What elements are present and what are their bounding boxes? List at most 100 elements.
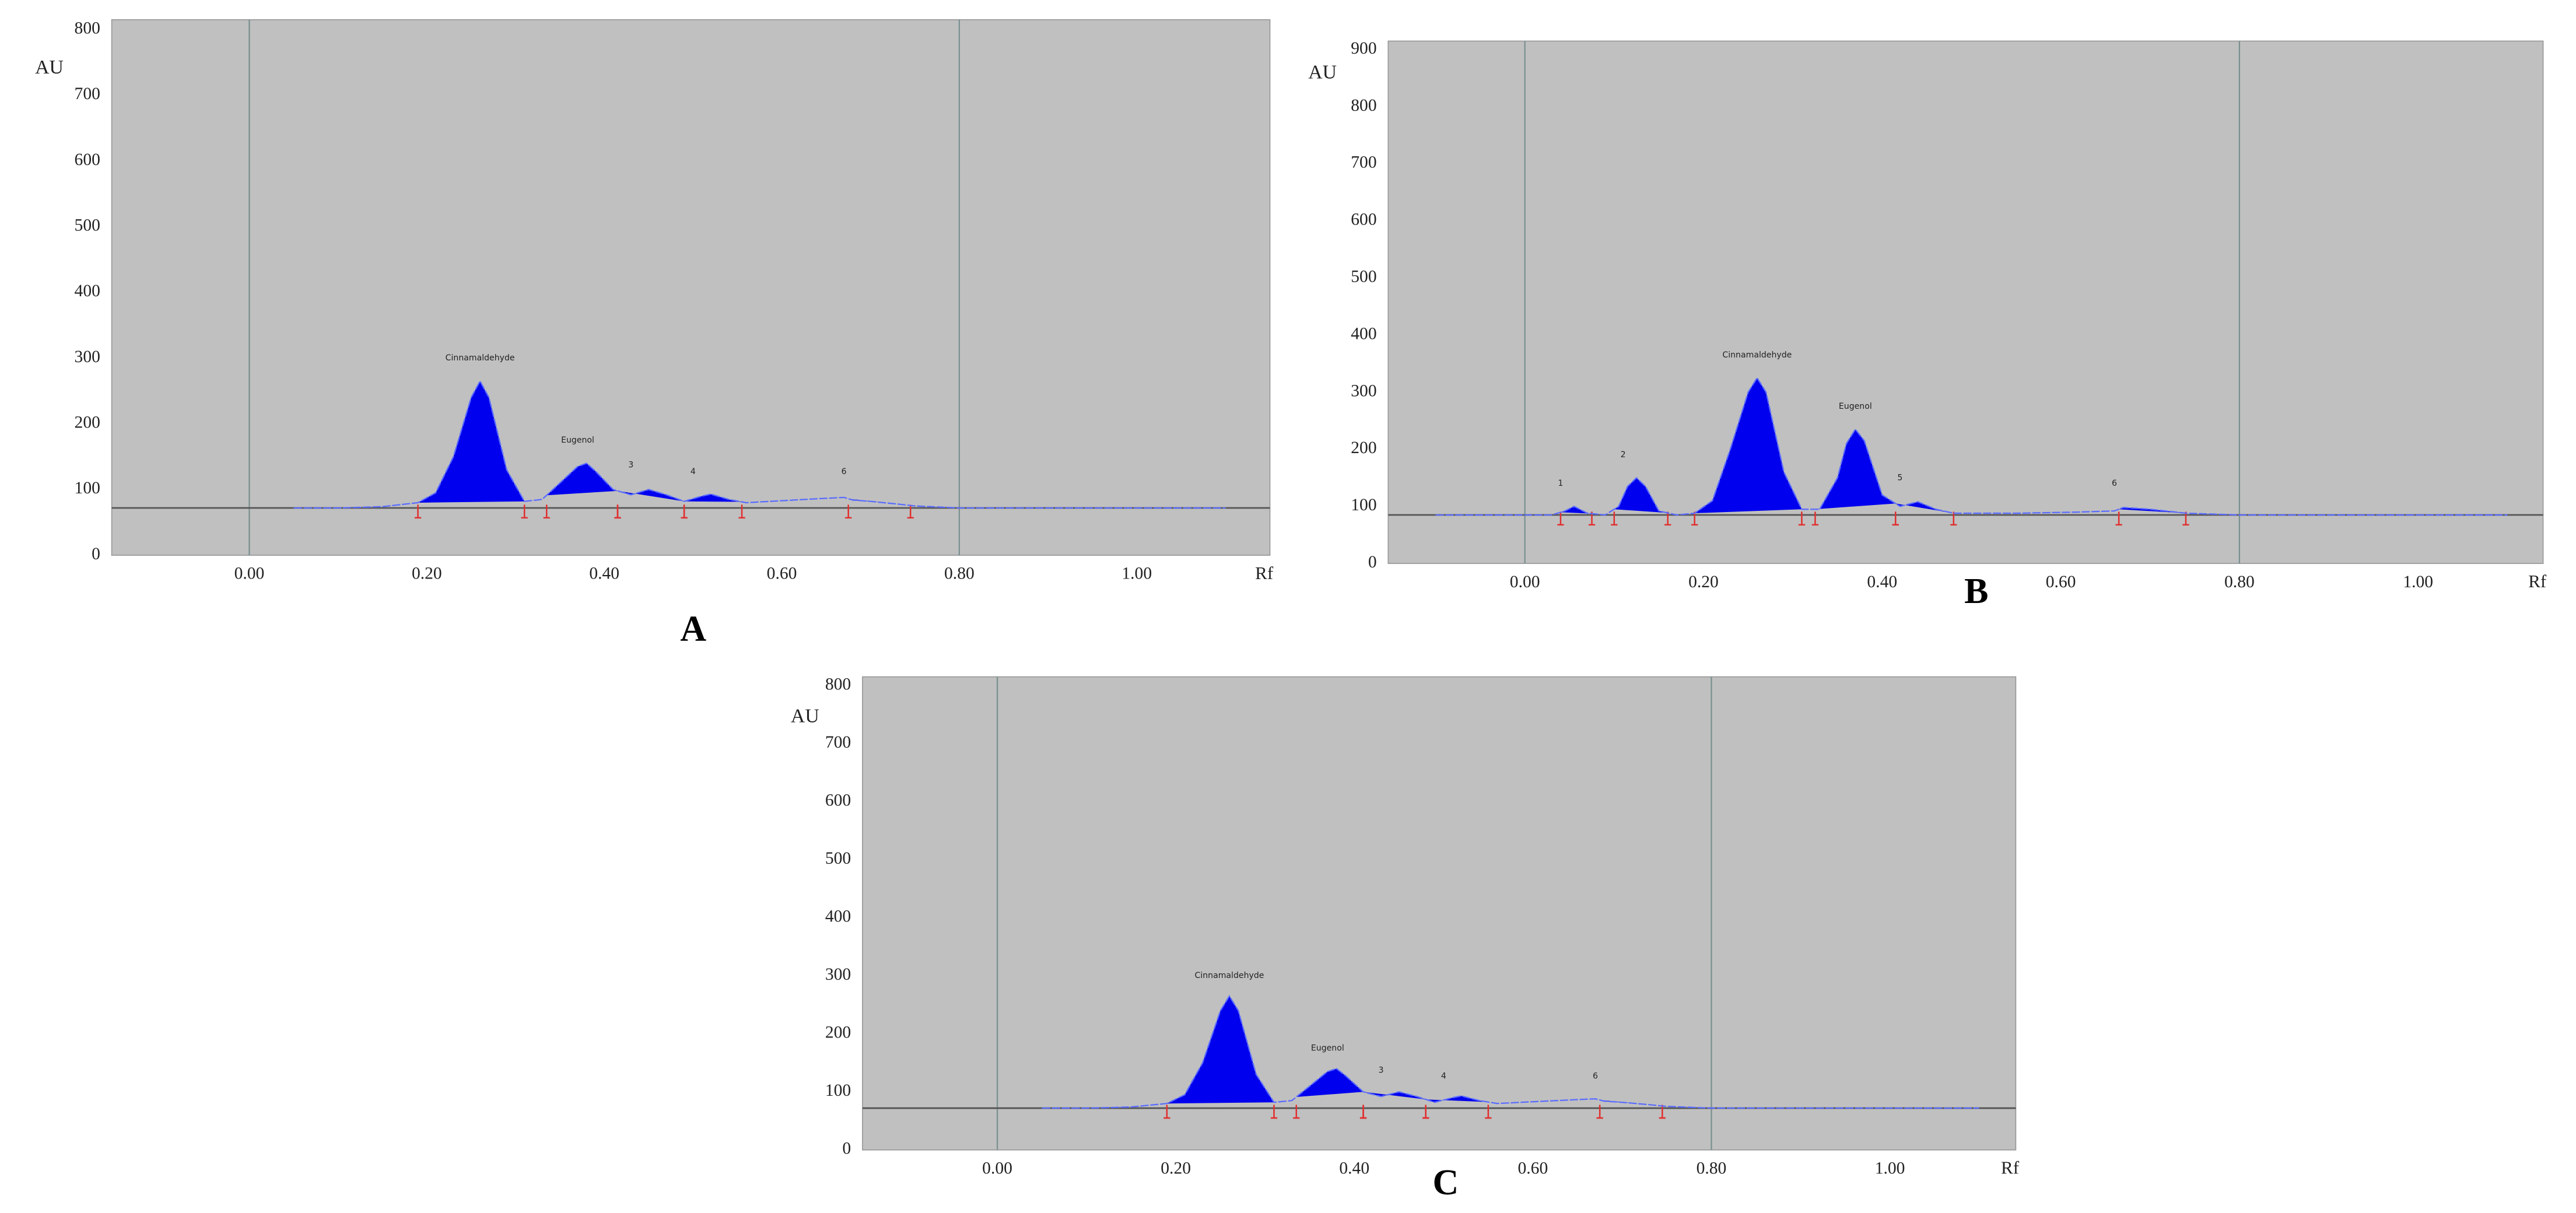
peak-label: 5 bbox=[1897, 473, 1902, 482]
x-tick-label: 0.60 bbox=[1517, 1159, 1548, 1177]
peak-boundary bbox=[845, 504, 852, 519]
peak-boundary bbox=[543, 504, 550, 519]
peak-boundary bbox=[1270, 1105, 1278, 1119]
y-tick-label: 100 bbox=[1351, 496, 1376, 514]
x-tick-label: 1.00 bbox=[1875, 1159, 1905, 1177]
peak-boundary bbox=[1293, 1105, 1300, 1119]
x-tick-label: 0.80 bbox=[1697, 1159, 1727, 1177]
peak-label: 4 bbox=[1441, 1071, 1446, 1081]
panel-label: C bbox=[1433, 1163, 1459, 1203]
peak-boundary bbox=[681, 504, 688, 519]
peak-area bbox=[1166, 996, 1274, 1104]
x-tick-label: 0.20 bbox=[1161, 1159, 1191, 1177]
x-tick-label: 1.00 bbox=[2403, 573, 2433, 591]
peak-boundary bbox=[738, 504, 745, 519]
y-tick-label: 900 bbox=[1351, 39, 1376, 58]
peak-label: 1 bbox=[1558, 479, 1563, 488]
y-tick-label: 400 bbox=[825, 907, 851, 925]
y-tick-label: 300 bbox=[1351, 381, 1376, 400]
peak-boundary bbox=[1422, 1105, 1429, 1119]
peak-label: 6 bbox=[2112, 479, 2117, 488]
peak-label: 2 bbox=[1621, 450, 1626, 460]
x-tick-label: 1.00 bbox=[1121, 565, 1152, 583]
x-tick-label: 0.80 bbox=[2224, 573, 2255, 591]
panel-label: A bbox=[680, 609, 706, 649]
peak-area bbox=[1425, 1096, 1488, 1103]
x-tick-label: 0.20 bbox=[1688, 573, 1719, 591]
y-tick-label: 0 bbox=[92, 545, 100, 563]
peak-boundary bbox=[2115, 511, 2122, 526]
y-tick-label: 200 bbox=[75, 413, 100, 432]
y-tick-label: 700 bbox=[75, 85, 100, 103]
peak-area bbox=[1363, 1092, 1426, 1100]
peak-label: Eugenol bbox=[1839, 402, 1872, 411]
panel-label: B bbox=[1964, 572, 1988, 611]
plot-area bbox=[862, 676, 2017, 1151]
peak-label: Eugenol bbox=[561, 436, 594, 445]
peak-area bbox=[1694, 378, 1802, 514]
y-tick-label: 400 bbox=[75, 282, 100, 300]
y-tick-label: 300 bbox=[825, 965, 851, 984]
peak-area bbox=[546, 463, 618, 496]
peak-label: Cinnamaldehyde bbox=[1195, 971, 1264, 980]
x-tick-label: 0.60 bbox=[2046, 573, 2076, 591]
y-tick-label: 700 bbox=[825, 733, 851, 752]
peak-label: Cinnamaldehyde bbox=[446, 353, 515, 363]
peak-boundary bbox=[1659, 1105, 1666, 1119]
y-tick-label: 200 bbox=[825, 1023, 851, 1042]
peak-boundary bbox=[1798, 511, 1806, 526]
chromatogram-line bbox=[293, 380, 1226, 509]
y-tick-label: 0 bbox=[842, 1140, 851, 1158]
y-tick-label: 500 bbox=[1351, 267, 1376, 286]
chromatogram-line bbox=[1435, 376, 2508, 516]
peak-boundary bbox=[907, 504, 914, 519]
peak-boundary bbox=[1664, 511, 1671, 526]
x-axis-label: Rf bbox=[2528, 571, 2547, 591]
chromatogram-line bbox=[1042, 994, 1979, 1109]
peak-label: Eugenol bbox=[1311, 1044, 1344, 1053]
y-tick-label: 400 bbox=[1351, 324, 1376, 343]
peak-label: 6 bbox=[842, 467, 847, 476]
peak-boundary bbox=[1359, 1105, 1367, 1119]
y-tick-label: 700 bbox=[1351, 153, 1376, 172]
peak-boundary bbox=[1892, 511, 1899, 526]
x-tick-label: 0.40 bbox=[1339, 1159, 1369, 1177]
peak-boundary bbox=[1163, 1105, 1170, 1119]
y-tick-label: 600 bbox=[825, 791, 851, 809]
x-tick-label: 0.80 bbox=[944, 565, 975, 583]
peak-label: 6 bbox=[1593, 1071, 1598, 1081]
x-tick-label: 0.40 bbox=[589, 565, 619, 583]
peak-boundary bbox=[1596, 1105, 1603, 1119]
x-axis-label: Rf bbox=[2001, 1158, 2020, 1178]
peak-area bbox=[1296, 1068, 1364, 1097]
y-tick-label: 200 bbox=[1351, 439, 1376, 457]
peak-label: Cinnamaldehyde bbox=[1722, 350, 1792, 360]
peak-area bbox=[684, 494, 742, 502]
peak-boundary bbox=[1811, 511, 1819, 526]
peak-boundary bbox=[1611, 511, 1618, 526]
peak-boundary bbox=[614, 504, 621, 519]
y-tick-label: 500 bbox=[75, 216, 100, 235]
y-axis-label: AU bbox=[35, 57, 64, 78]
y-tick-label: 0 bbox=[1368, 553, 1377, 572]
plot-area bbox=[1387, 40, 2544, 565]
peak-boundary bbox=[1557, 511, 1564, 526]
x-tick-label: 0.00 bbox=[234, 565, 265, 583]
y-tick-label: 800 bbox=[75, 19, 100, 37]
x-tick-label: 0.60 bbox=[767, 565, 797, 583]
peak-boundary bbox=[1485, 1105, 1492, 1119]
x-tick-label: 0.00 bbox=[1510, 573, 1540, 591]
peak-area bbox=[418, 381, 525, 503]
peak-label: 3 bbox=[628, 461, 633, 470]
y-tick-label: 100 bbox=[75, 479, 100, 497]
peak-label: 4 bbox=[691, 467, 696, 476]
peak-boundary bbox=[414, 504, 422, 519]
x-tick-label: 0.20 bbox=[412, 565, 442, 583]
y-tick-label: 600 bbox=[1351, 211, 1376, 229]
peak-area bbox=[1815, 429, 1896, 510]
y-axis-label: AU bbox=[1308, 62, 1337, 83]
y-axis-label: AU bbox=[791, 706, 819, 727]
plot-area bbox=[111, 19, 1271, 556]
